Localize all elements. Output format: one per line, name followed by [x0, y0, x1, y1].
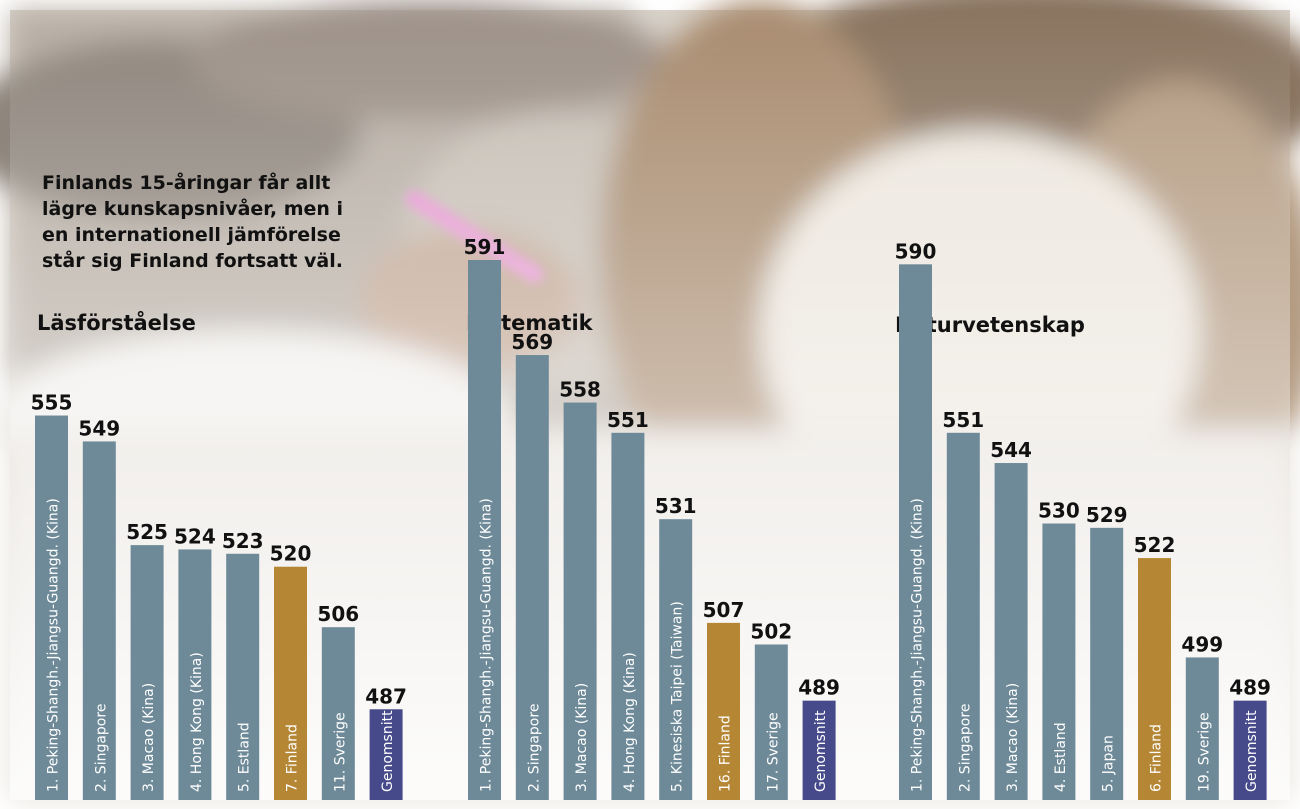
category-label-2-8: Genomsnitt [813, 710, 829, 792]
value-label-1-2: 549 [78, 416, 120, 440]
intro-line-3: en internationell jämförelse [42, 224, 341, 246]
bar-1-2 [82, 441, 116, 800]
category-label-2-5: 5. Kinesiska Taipei (Taiwan) [670, 601, 686, 792]
bar-1-5 [226, 553, 260, 800]
value-label-2-7: 502 [750, 619, 792, 643]
category-label-3-5: 5. Japan [1101, 735, 1117, 792]
category-label-1-6: 7. Finland [285, 724, 301, 792]
value-label-3-5: 529 [1086, 503, 1128, 527]
bar-2-7 [754, 644, 788, 800]
bar-1-6 [274, 566, 307, 800]
value-label-2-6: 507 [703, 598, 745, 622]
category-label-3-7: 19. Sverige [1196, 712, 1212, 792]
bar-1-3 [130, 545, 164, 800]
value-label-1-8: 487 [365, 684, 407, 708]
bar-3-7 [1185, 657, 1219, 800]
bar-2-5 [659, 519, 693, 800]
category-label-3-6: 6. Finland [1149, 724, 1165, 792]
category-label-3-3: 3. Macao (Kina) [1005, 683, 1021, 792]
bar-1-7 [321, 627, 355, 800]
value-label-3-3: 544 [990, 438, 1032, 462]
bar-2-8 [802, 700, 836, 800]
bar-3-6 [1138, 558, 1171, 800]
value-label-2-8: 489 [798, 676, 840, 700]
value-label-2-5: 531 [655, 494, 697, 518]
bar-3-8 [1233, 700, 1267, 800]
value-label-1-3: 525 [126, 520, 168, 544]
value-label-1-1: 555 [31, 391, 73, 415]
bar-1-1 [35, 415, 68, 800]
category-label-2-3: 3. Macao (Kina) [574, 683, 590, 792]
value-label-3-2: 551 [942, 408, 984, 432]
bar-1-8 [369, 709, 403, 800]
category-label-2-4: 4. Hong Kong (Kina) [622, 652, 638, 792]
bar-3-1 [899, 264, 932, 800]
value-label-3-6: 522 [1134, 533, 1176, 557]
value-label-2-1: 591 [464, 235, 506, 259]
category-label-1-7: 11. Sverige [332, 712, 348, 792]
category-label-3-4: 4. Estland [1053, 722, 1069, 792]
category-label-1-4: 4. Hong Kong (Kina) [189, 652, 205, 792]
value-label-2-3: 558 [559, 378, 601, 402]
category-label-1-3: 3. Macao (Kina) [141, 683, 157, 792]
value-label-3-4: 530 [1038, 499, 1080, 523]
bar-3-3 [994, 463, 1028, 800]
category-label-3-8: Genomsnitt [1244, 710, 1260, 792]
category-label-1-1: 1. Peking-Shangh.-Jiangsu-Guangd. (Kina) [46, 498, 62, 792]
intro-line-1: Finlands 15-åringar får allt [42, 172, 331, 194]
category-label-3-2: 2. Singapore [957, 704, 973, 792]
value-label-2-2: 569 [511, 330, 553, 354]
bar-1-4 [178, 549, 212, 800]
bar-2-4 [611, 432, 645, 800]
intro-line-2: lägre kunskapsnivåer, men i [42, 198, 344, 220]
category-label-1-5: 5. Estland [237, 722, 253, 792]
chart-title-1: Läsförståelse [37, 310, 196, 335]
category-label-2-6: 16. Finland [718, 715, 734, 792]
value-label-2-4: 551 [607, 408, 649, 432]
category-label-1-2: 2. Singapore [93, 704, 109, 792]
bar-3-5 [1090, 527, 1124, 800]
bar-2-1 [468, 260, 501, 800]
intro-line-4: står sig Finland fortsatt väl. [42, 250, 343, 272]
category-label-2-7: 17. Sverige [765, 712, 781, 792]
value-label-1-6: 520 [270, 542, 312, 566]
bar-2-2 [515, 355, 549, 800]
value-label-3-1: 590 [895, 239, 937, 263]
value-label-3-7: 499 [1181, 632, 1223, 656]
category-label-1-8: Genomsnitt [380, 710, 396, 792]
value-label-1-7: 506 [317, 602, 359, 626]
value-label-3-8: 489 [1229, 676, 1271, 700]
intro-text: Finlands 15-åringar får allt lägre kunsk… [42, 170, 362, 274]
bar-2-6 [707, 622, 740, 800]
category-label-3-1: 1. Peking-Shangh.-Jiangsu-Guangd. (Kina) [910, 498, 926, 792]
value-label-1-5: 523 [222, 529, 264, 553]
category-label-2-2: 2. Singapore [526, 704, 542, 792]
bar-3-2 [946, 432, 980, 800]
bar-3-4 [1042, 523, 1076, 800]
value-label-1-4: 524 [174, 524, 216, 548]
bar-2-3 [563, 402, 597, 800]
category-label-2-1: 1. Peking-Shangh.-Jiangsu-Guangd. (Kina) [479, 498, 495, 792]
